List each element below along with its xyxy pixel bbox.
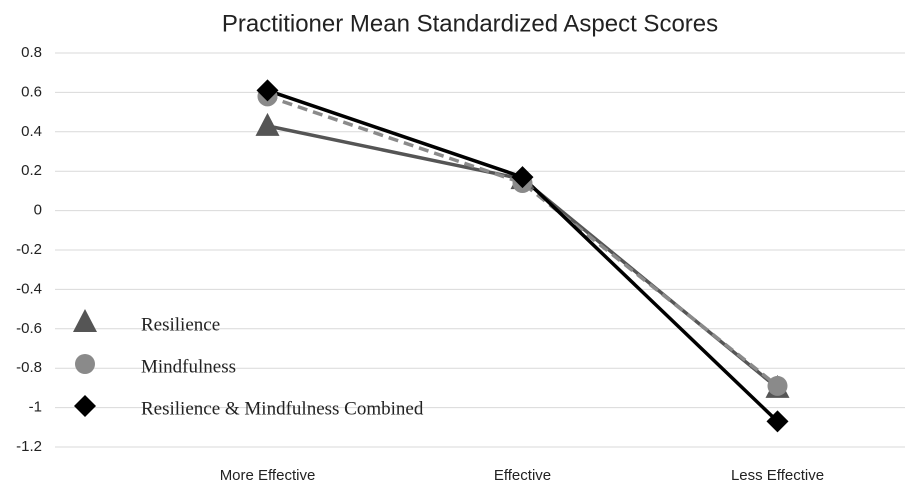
data-point	[767, 375, 788, 396]
data-point	[255, 112, 280, 136]
y-tick-label: 0.2	[21, 162, 42, 179]
x-tick-label: Less Effective	[731, 467, 824, 484]
y-tick-label: -0.2	[16, 241, 42, 258]
y-tick-label: 0.6	[21, 83, 42, 100]
data-point	[766, 410, 789, 433]
y-tick-label: -0.6	[16, 320, 42, 337]
data-point	[256, 79, 279, 102]
legend-text: Resilience & Mindfulness Combined	[141, 398, 424, 419]
y-tick-label: 0.4	[21, 123, 42, 140]
legend-text: Mindfulness	[141, 356, 236, 377]
y-tick-label: -1	[29, 399, 42, 416]
legend-marker	[75, 354, 95, 374]
y-tick-label: 0	[34, 202, 42, 219]
data-point	[511, 166, 534, 189]
y-tick-label: -0.4	[16, 280, 42, 297]
chart-title: Practitioner Mean Standardized Aspect Sc…	[222, 10, 718, 37]
y-tick-label: 0.8	[21, 44, 42, 61]
y-tick-label: -0.8	[16, 359, 42, 376]
x-tick-label: Effective	[494, 467, 551, 484]
legend-marker	[74, 395, 96, 417]
legend-marker	[73, 309, 97, 332]
x-tick-label: More Effective	[220, 467, 316, 484]
series-line	[266, 94, 779, 388]
legend-text: Resilience	[141, 314, 220, 335]
y-tick-label: -1.2	[16, 438, 42, 455]
